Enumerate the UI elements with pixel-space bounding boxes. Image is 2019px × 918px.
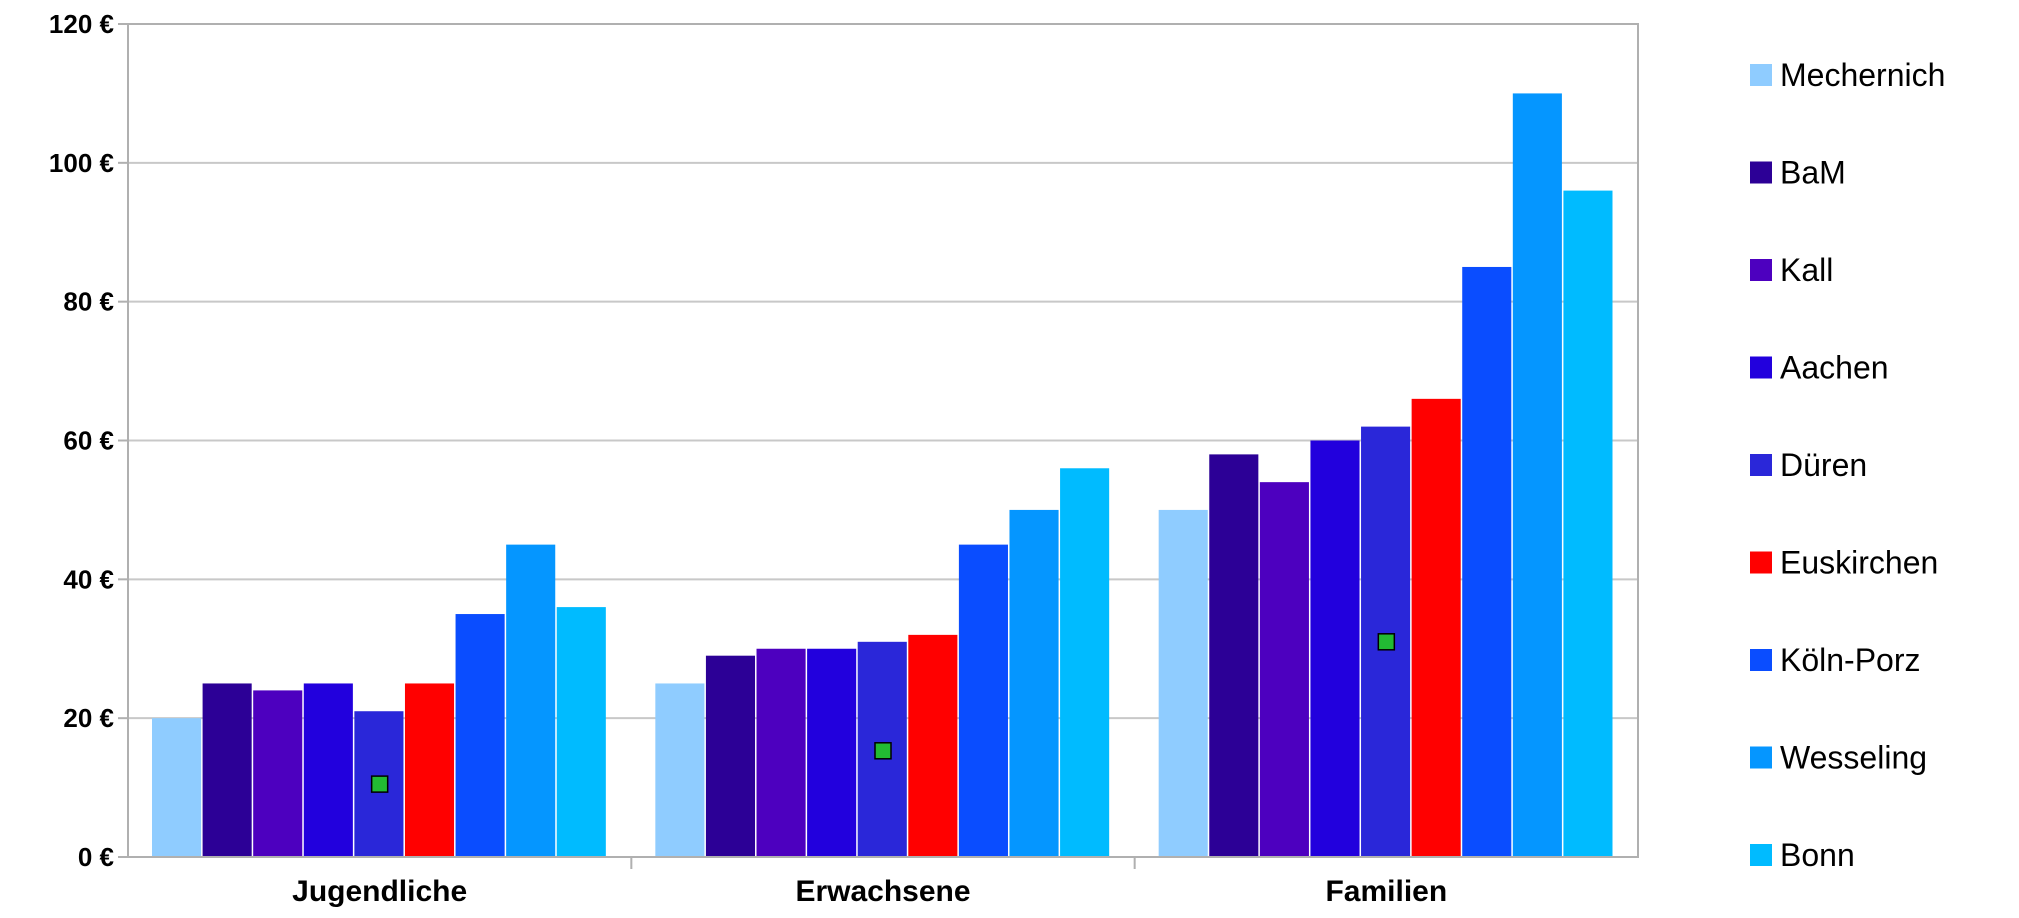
- x-category-label: Jugendliche: [292, 875, 467, 908]
- gridlines: [128, 23, 1638, 720]
- bar-k-ln-porz-erwachsene: [958, 544, 1008, 857]
- legend-label: Mechernich: [1780, 57, 1945, 93]
- bar-aachen-familien: [1310, 440, 1360, 857]
- legend-swatch: [1750, 649, 1772, 671]
- bar-aachen-erwachsene: [807, 648, 857, 857]
- bar-kall-familien: [1259, 482, 1309, 857]
- legend-label: Bonn: [1780, 837, 1855, 873]
- bar-kall-erwachsene: [756, 648, 806, 857]
- y-tick-label: 60 €: [63, 426, 114, 456]
- bar-bonn-familien: [1563, 190, 1613, 858]
- legend-swatch: [1750, 454, 1772, 476]
- legend-swatch: [1750, 746, 1772, 769]
- bar-bam-familien: [1209, 454, 1259, 857]
- bar-bonn-jugendliche: [556, 607, 606, 857]
- x-category-label: Familien: [1325, 875, 1447, 908]
- bar-bonn-erwachsene: [1060, 468, 1110, 857]
- markers: [370, 633, 1396, 793]
- legend-swatch: [1750, 259, 1772, 281]
- y-tick-label: 0 €: [78, 842, 114, 872]
- bar-euskirchen-erwachsene: [908, 634, 958, 857]
- legend-label: Aachen: [1780, 350, 1889, 386]
- legend-label: Köln-Porz: [1780, 642, 1921, 678]
- x-category-label: Erwachsene: [795, 875, 970, 908]
- bar-wesseling-familien: [1512, 93, 1562, 857]
- y-tick-label: 100 €: [49, 148, 114, 178]
- bar-k-ln-porz-familien: [1462, 266, 1512, 857]
- bar-wesseling-jugendliche: [506, 544, 556, 857]
- marker-square: [370, 775, 389, 793]
- bar-aachen-jugendliche: [303, 683, 353, 857]
- plot-frame: [127, 23, 1639, 858]
- legend-swatch: [1750, 161, 1772, 184]
- y-tick-label: 40 €: [63, 564, 114, 594]
- legend-label: BaM: [1780, 155, 1846, 191]
- legend-swatch: [1750, 64, 1772, 86]
- marker-square: [1377, 633, 1396, 651]
- bar-k-ln-porz-jugendliche: [455, 614, 505, 857]
- marker-square: [874, 742, 892, 760]
- bar-kall-jugendliche: [253, 690, 303, 857]
- legend-swatch: [1750, 356, 1772, 379]
- y-tick-label: 20 €: [63, 703, 114, 733]
- y-tick-label: 80 €: [63, 287, 114, 317]
- bar-bam-erwachsene: [705, 655, 756, 857]
- legend-label: Euskirchen: [1780, 545, 1938, 581]
- legend-swatch: [1750, 551, 1772, 574]
- bar-euskirchen-familien: [1411, 398, 1461, 857]
- legend-label: Kall: [1780, 252, 1833, 288]
- bar-bam-jugendliche: [202, 683, 252, 857]
- legend-swatch: [1750, 844, 1772, 866]
- legend-label: Wesseling: [1780, 740, 1927, 776]
- bar-mechernich-familien: [1158, 509, 1208, 857]
- axes: 0 € 20 € 40 € 60 € 80 € 100 € 120 € Jugendliche…: [49, 9, 1639, 908]
- bar-mechernich-erwachsene: [655, 683, 705, 857]
- legend-label: Düren: [1780, 447, 1867, 483]
- legend: Mechernich BaM Kall Aachen Düren Euskirchen Kö…: [1750, 57, 1945, 873]
- bar-wesseling-erwachsene: [1009, 509, 1059, 857]
- bars: [152, 93, 1613, 858]
- bar-mechernich-jugendliche: [152, 718, 202, 857]
- bar-euskirchen-jugendliche: [404, 683, 455, 857]
- y-tick-label: 120 €: [49, 9, 114, 39]
